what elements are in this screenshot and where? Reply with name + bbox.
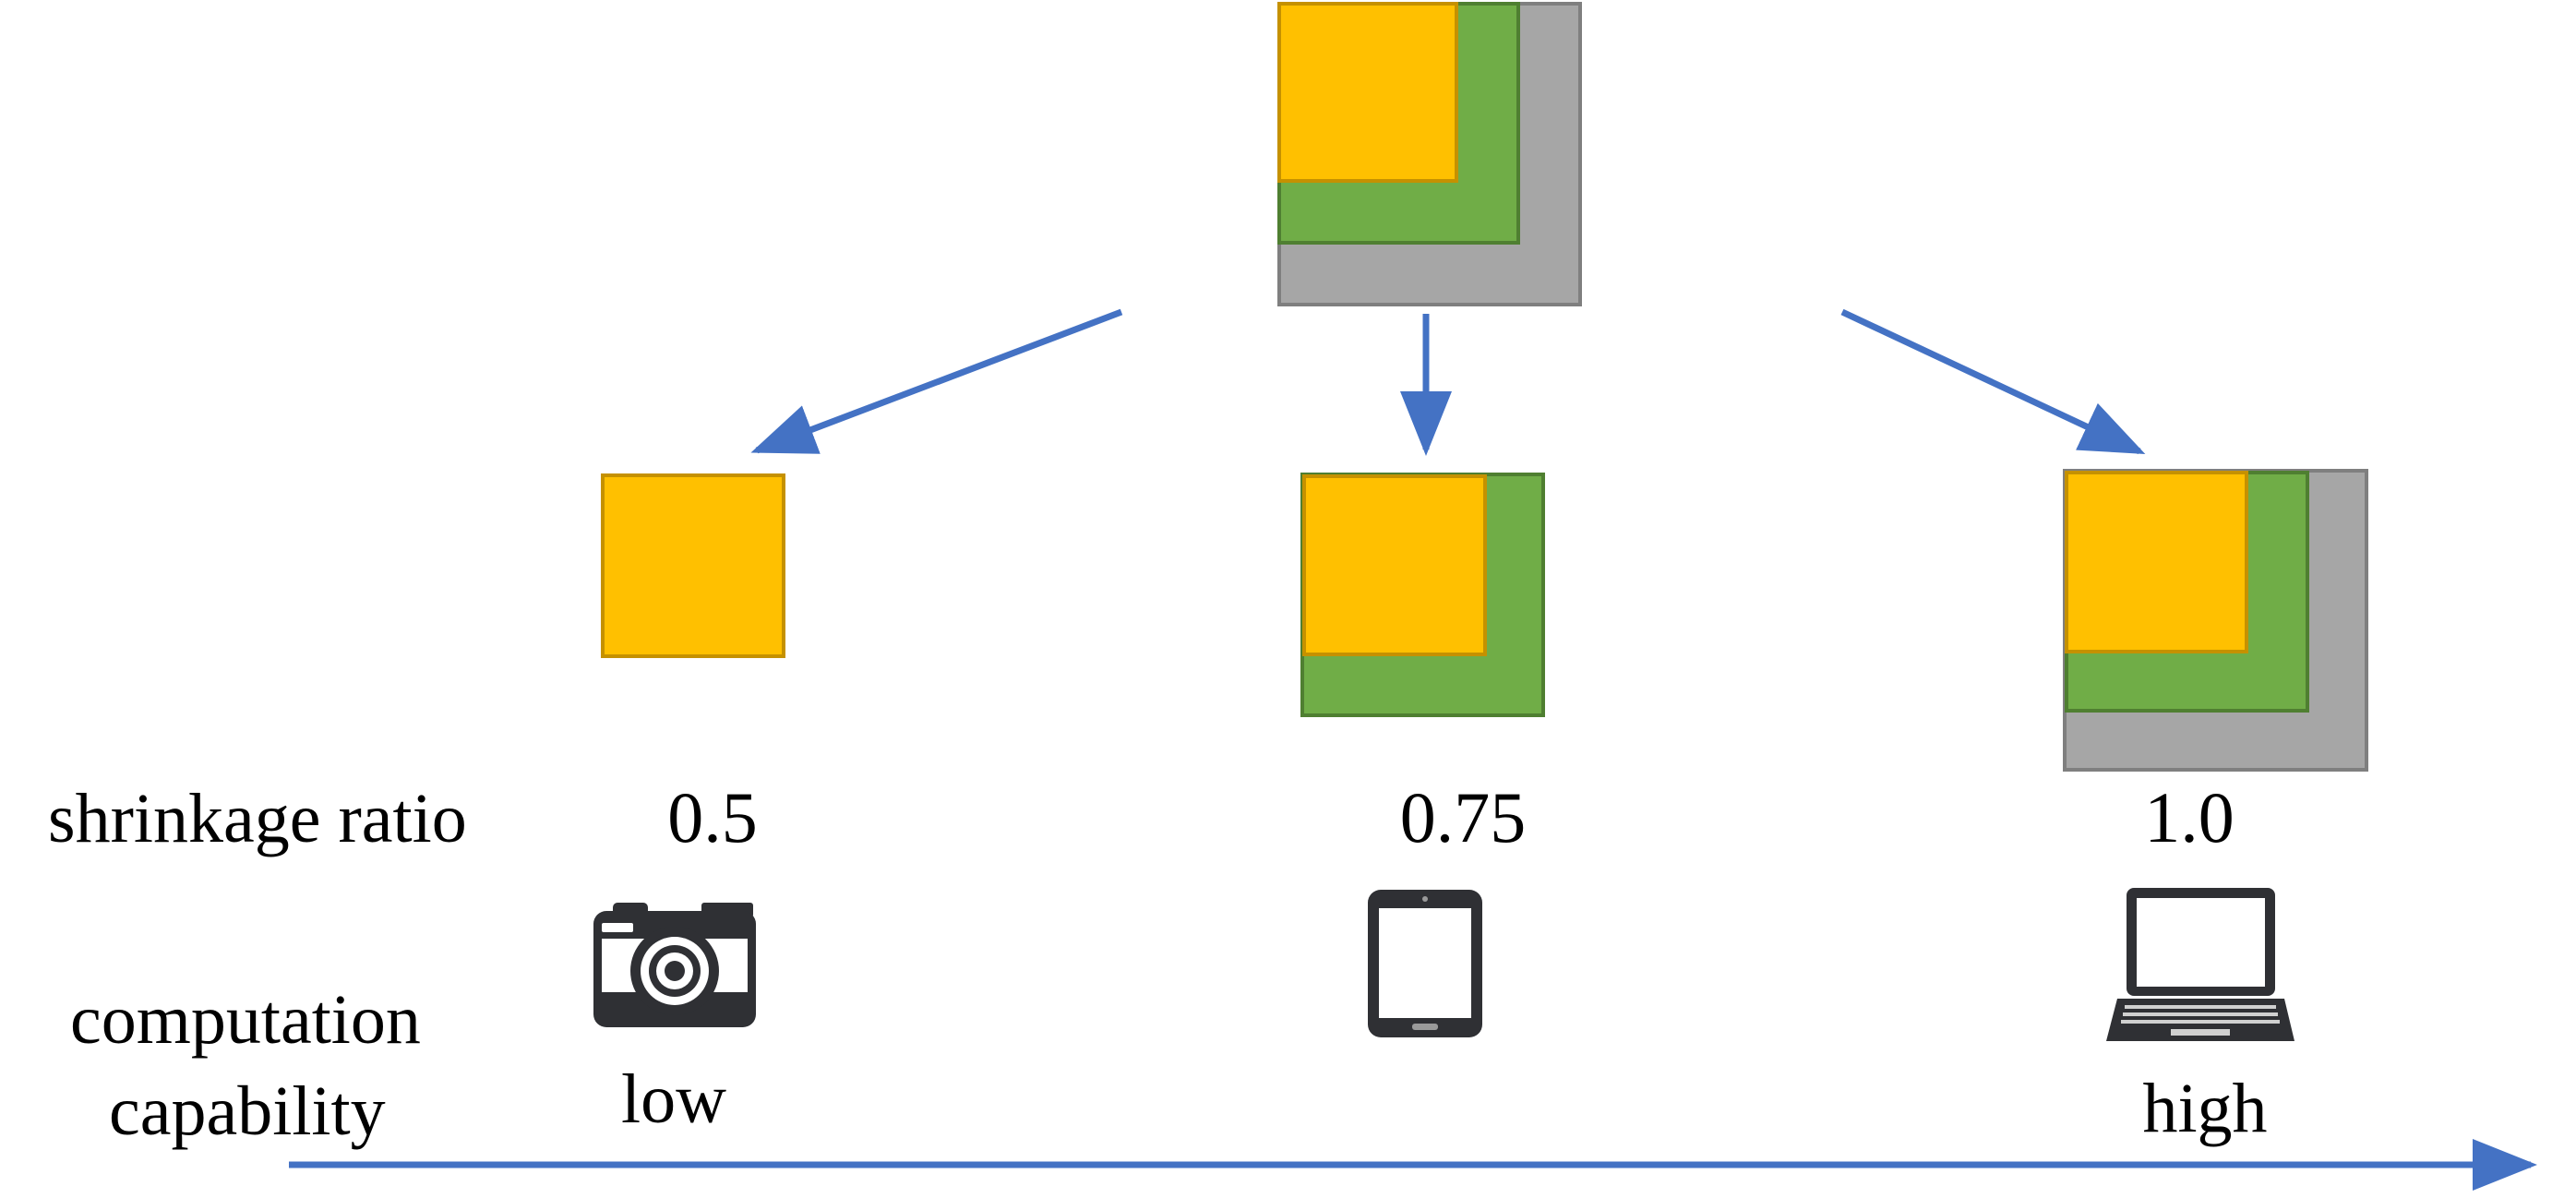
capability-low-label: low	[621, 1060, 726, 1138]
model-0-75	[1300, 473, 1545, 717]
model-1-0	[2063, 469, 2368, 772]
full-model-yellow-square	[1277, 2, 1458, 183]
shrinkage-ratio-label: shrinkage ratio	[48, 780, 467, 857]
computation-label: computation	[70, 981, 421, 1059]
tablet-icon	[1368, 890, 1482, 1037]
camera-icon	[593, 903, 756, 1027]
small-model-yellow-square	[601, 473, 785, 658]
model-0-5	[601, 473, 785, 658]
ratio-value-0-5: 0.5	[667, 777, 758, 857]
ratio-value-0-75: 0.75	[1400, 777, 1527, 857]
arrow-to-small	[750, 308, 1123, 454]
arrow-to-large	[1840, 308, 2146, 455]
ratio-value-1-0: 1.0	[2144, 777, 2235, 857]
laptop-icon	[2106, 888, 2294, 1041]
large-model-yellow-square	[2065, 471, 2248, 653]
medium-model-yellow-square	[1302, 474, 1487, 656]
capability-high-label: high	[2142, 1070, 2267, 1147]
full-model	[1277, 2, 1582, 306]
capability-label: capability	[109, 1072, 386, 1150]
